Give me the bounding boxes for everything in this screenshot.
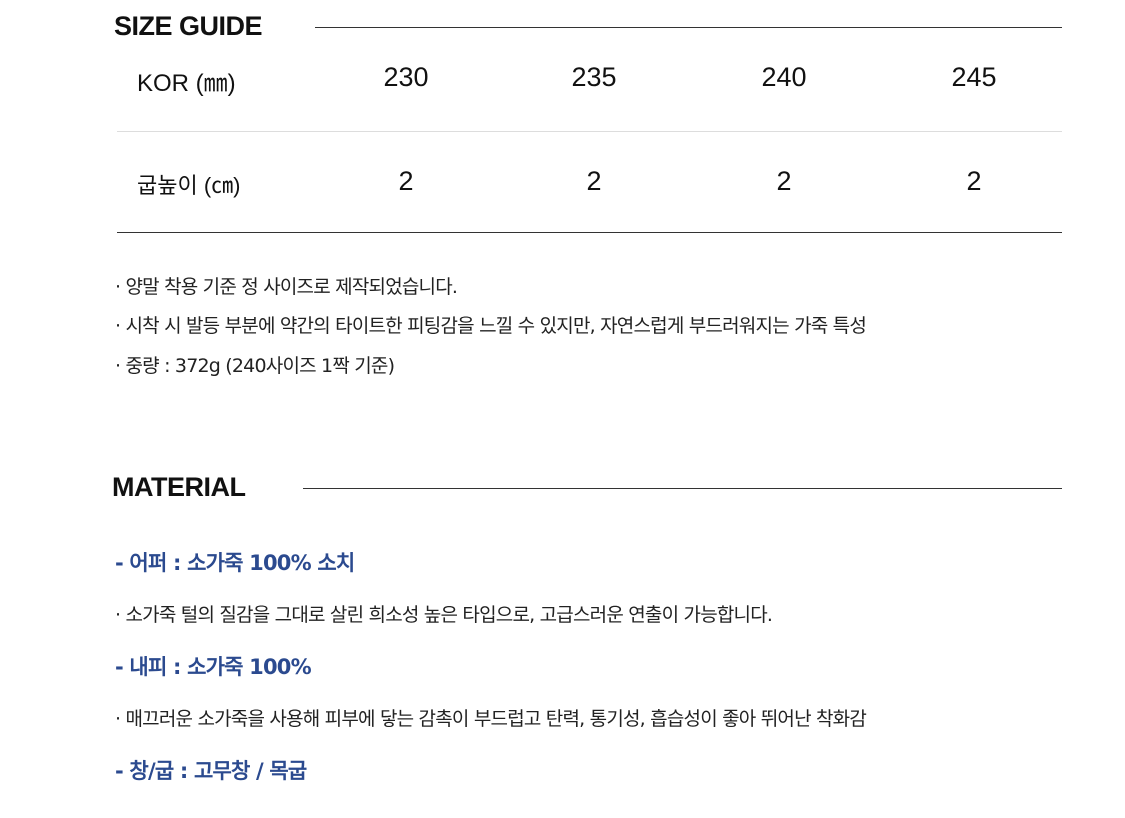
divider bbox=[315, 27, 1062, 28]
size-note: · 시착 시 발등 부분에 약간의 타이트한 피팅감을 느낄 수 있지만, 자연… bbox=[115, 315, 867, 337]
row-divider bbox=[117, 131, 1062, 132]
material-heading: - 내피 : 소가죽 100% bbox=[115, 655, 312, 679]
heel-cell: 2 bbox=[586, 166, 602, 196]
heel-cell: 2 bbox=[776, 166, 792, 196]
size-guide-title: SIZE GUIDE bbox=[114, 11, 263, 41]
table-bottom-rule bbox=[117, 232, 1062, 233]
material-heading: - 창/굽 : 고무창 / 목굽 bbox=[115, 759, 307, 783]
material-desc: · 매끄러운 소가죽을 사용해 피부에 닿는 감촉이 부드럽고 탄력, 통기성,… bbox=[115, 708, 867, 730]
heel-cell: 2 bbox=[966, 166, 982, 196]
size-row-label: KOR (㎜) bbox=[137, 70, 236, 97]
material-heading: - 어퍼 : 소가죽 100% 소치 bbox=[115, 551, 355, 575]
size-note: · 중량 : 372g (240사이즈 1짝 기준) bbox=[115, 355, 395, 377]
size-cell: 235 bbox=[571, 62, 617, 92]
material-title: MATERIAL bbox=[112, 472, 246, 502]
size-note: · 양말 착용 기준 정 사이즈로 제작되었습니다. bbox=[115, 276, 458, 298]
heel-row-label: 굽높이 (㎝) bbox=[137, 173, 241, 198]
material-desc: · 소가죽 털의 질감을 그대로 살린 희소성 높은 타입으로, 고급스러운 연… bbox=[115, 604, 773, 626]
heel-cell: 2 bbox=[398, 166, 414, 196]
size-cell: 245 bbox=[951, 62, 997, 92]
divider bbox=[303, 488, 1062, 489]
size-cell: 240 bbox=[761, 62, 807, 92]
size-cell: 230 bbox=[383, 62, 429, 92]
